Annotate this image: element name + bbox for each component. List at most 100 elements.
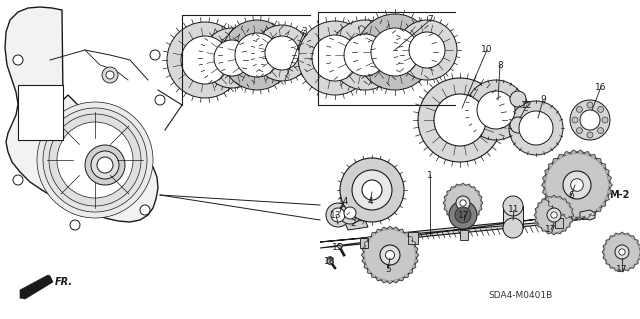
Circle shape	[587, 102, 593, 108]
Circle shape	[545, 153, 609, 217]
Circle shape	[102, 67, 118, 83]
Circle shape	[456, 196, 470, 210]
Polygon shape	[582, 214, 591, 219]
Polygon shape	[451, 187, 454, 190]
Text: 7: 7	[427, 16, 433, 25]
Text: 3: 3	[301, 27, 307, 36]
Polygon shape	[603, 255, 606, 260]
Polygon shape	[595, 158, 602, 165]
Circle shape	[70, 220, 80, 230]
Circle shape	[167, 22, 243, 98]
Polygon shape	[625, 233, 630, 236]
Circle shape	[572, 117, 578, 123]
Text: 13: 13	[330, 211, 342, 219]
Circle shape	[619, 249, 625, 255]
Polygon shape	[386, 226, 394, 229]
Polygon shape	[582, 152, 591, 156]
Polygon shape	[580, 210, 595, 220]
Circle shape	[604, 234, 640, 270]
Polygon shape	[367, 236, 372, 242]
Polygon shape	[607, 174, 611, 183]
Polygon shape	[444, 206, 447, 211]
Circle shape	[214, 40, 250, 76]
Polygon shape	[320, 212, 592, 248]
Polygon shape	[563, 228, 566, 231]
Polygon shape	[609, 265, 614, 268]
Circle shape	[460, 200, 466, 206]
Polygon shape	[479, 206, 482, 211]
Text: 1: 1	[427, 170, 433, 180]
Polygon shape	[552, 158, 559, 165]
Circle shape	[344, 34, 386, 76]
Polygon shape	[638, 255, 640, 260]
Polygon shape	[479, 195, 482, 200]
Polygon shape	[563, 199, 566, 202]
Polygon shape	[455, 184, 460, 187]
Text: 17: 17	[616, 265, 628, 275]
Circle shape	[385, 250, 394, 259]
Polygon shape	[408, 268, 413, 274]
Text: 5: 5	[385, 264, 391, 273]
Polygon shape	[447, 211, 450, 216]
Polygon shape	[466, 219, 471, 222]
Circle shape	[510, 117, 526, 133]
Polygon shape	[364, 240, 369, 247]
Polygon shape	[327, 258, 333, 265]
Circle shape	[602, 117, 608, 123]
Bar	[503, 206, 523, 228]
Circle shape	[409, 32, 445, 68]
Polygon shape	[362, 251, 364, 259]
Bar	[460, 230, 468, 240]
Circle shape	[235, 33, 279, 77]
Bar	[510, 99, 526, 125]
Polygon shape	[364, 263, 369, 270]
Polygon shape	[414, 257, 418, 264]
Circle shape	[140, 205, 150, 215]
Circle shape	[344, 207, 356, 219]
Circle shape	[85, 145, 125, 185]
Polygon shape	[606, 260, 609, 265]
Polygon shape	[614, 268, 619, 271]
Circle shape	[418, 78, 502, 162]
Polygon shape	[443, 200, 445, 206]
Polygon shape	[575, 216, 585, 220]
Circle shape	[265, 36, 299, 70]
Circle shape	[563, 171, 591, 199]
Polygon shape	[604, 194, 609, 202]
Polygon shape	[620, 270, 625, 272]
Polygon shape	[563, 214, 572, 219]
Polygon shape	[589, 210, 597, 215]
Polygon shape	[557, 154, 565, 160]
Circle shape	[326, 203, 350, 227]
Polygon shape	[541, 228, 546, 231]
Circle shape	[547, 208, 561, 222]
Polygon shape	[557, 231, 562, 234]
Polygon shape	[386, 281, 394, 284]
Text: FR.: FR.	[55, 277, 73, 287]
Text: 17: 17	[545, 226, 557, 234]
Circle shape	[339, 202, 361, 224]
Circle shape	[455, 207, 471, 223]
Circle shape	[466, 80, 526, 140]
Polygon shape	[362, 257, 366, 264]
Circle shape	[362, 180, 382, 200]
Circle shape	[380, 245, 400, 265]
Circle shape	[445, 185, 481, 221]
Circle shape	[254, 25, 310, 81]
Polygon shape	[630, 265, 635, 268]
Polygon shape	[381, 227, 388, 231]
Circle shape	[155, 95, 165, 105]
Text: M-2: M-2	[609, 190, 629, 200]
Polygon shape	[635, 239, 638, 244]
Polygon shape	[557, 196, 562, 199]
Polygon shape	[392, 227, 399, 231]
Circle shape	[181, 36, 229, 84]
Circle shape	[371, 28, 419, 76]
Circle shape	[337, 243, 342, 249]
Circle shape	[202, 28, 262, 88]
Polygon shape	[607, 187, 611, 196]
Polygon shape	[625, 268, 630, 271]
Polygon shape	[569, 216, 579, 220]
Circle shape	[364, 229, 416, 281]
Polygon shape	[575, 150, 585, 154]
